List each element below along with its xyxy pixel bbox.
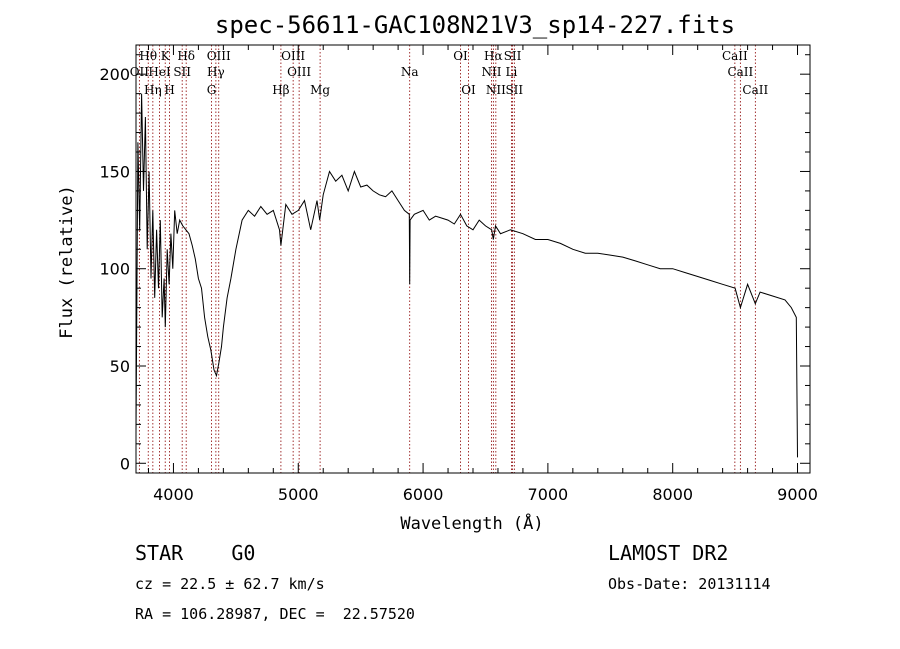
spectral-line-label: Hα — [484, 49, 503, 63]
spectral-line-label: Hβ — [272, 83, 289, 97]
y-tick-label: 100 — [99, 260, 130, 279]
x-tick-label: 6000 — [403, 485, 444, 504]
survey-name: LAMOST DR2 — [608, 541, 729, 565]
x-axis-ticks: 4000 5000 6000 7000 8000 9000 — [147, 45, 818, 504]
y-axis-label: Flux (relative) — [57, 185, 77, 339]
spectral-line-label: NII — [481, 65, 501, 79]
x-tick-label: 4000 — [153, 485, 194, 504]
spectral-line-label: CaII — [722, 49, 748, 63]
spectral-line-label: Hθ — [139, 49, 157, 63]
spectral-line-label: Hγ — [207, 65, 225, 79]
x-tick-label: 9000 — [777, 485, 818, 504]
spectral-line-label: CaII — [727, 65, 753, 79]
spectral-line-label: CaII — [742, 83, 768, 97]
x-tick-label: 5000 — [278, 485, 319, 504]
spectral-line-label: OIII — [207, 49, 231, 63]
chart-title: spec-56611-GAC108N21V3_sp14-227.fits — [215, 11, 735, 39]
spectral-line-label: Na — [401, 65, 419, 79]
spectral-line-label: SII — [173, 65, 191, 79]
x-tick-label: 7000 — [528, 485, 569, 504]
redshift-value: cz = 22.5 ± 62.7 km/s — [135, 575, 325, 593]
spectral-line-label: OI — [461, 83, 476, 97]
spectral-line-label: H — [164, 83, 174, 97]
spectral-line-label: OI — [453, 49, 468, 63]
spectral-line-label: Mg — [310, 83, 330, 97]
spectral-line-label: Hδ — [177, 49, 195, 63]
spectral-line-label: Hη — [144, 83, 162, 97]
spectral-line-label: K — [161, 49, 171, 63]
object-class: STAR G0 — [135, 541, 256, 565]
x-tick-label: 8000 — [652, 485, 693, 504]
spectral-line-markers — [138, 45, 756, 473]
plot-frame — [135, 44, 811, 474]
spectral-line-label: Li — [506, 65, 518, 79]
spectral-line-label: SII — [504, 49, 522, 63]
y-tick-label: 0 — [120, 454, 130, 473]
y-tick-label: 50 — [110, 357, 130, 376]
x-axis-label: Wavelength (Å) — [400, 512, 543, 534]
y-tick-label: 150 — [99, 162, 130, 181]
spectral-line-label: SII — [505, 83, 523, 97]
spectral-line-label: NII — [486, 83, 506, 97]
observation-date: Obs-Date: 20131114 — [608, 575, 771, 593]
spectral-line-label: OIII — [287, 65, 311, 79]
coordinates: RA = 106.28987, DEC = 22.57520 — [135, 605, 415, 623]
y-tick-label: 200 — [99, 65, 130, 84]
y-axis-ticks: 0 50 100 150 200 — [99, 54, 810, 473]
spectral-line-label: OIII — [281, 49, 305, 63]
spectral-line-label: HeI — [148, 65, 171, 79]
spectrum-series-line — [135, 93, 798, 458]
spectral-line-label: G — [207, 83, 217, 97]
spectral-line-label: OII — [130, 65, 150, 79]
